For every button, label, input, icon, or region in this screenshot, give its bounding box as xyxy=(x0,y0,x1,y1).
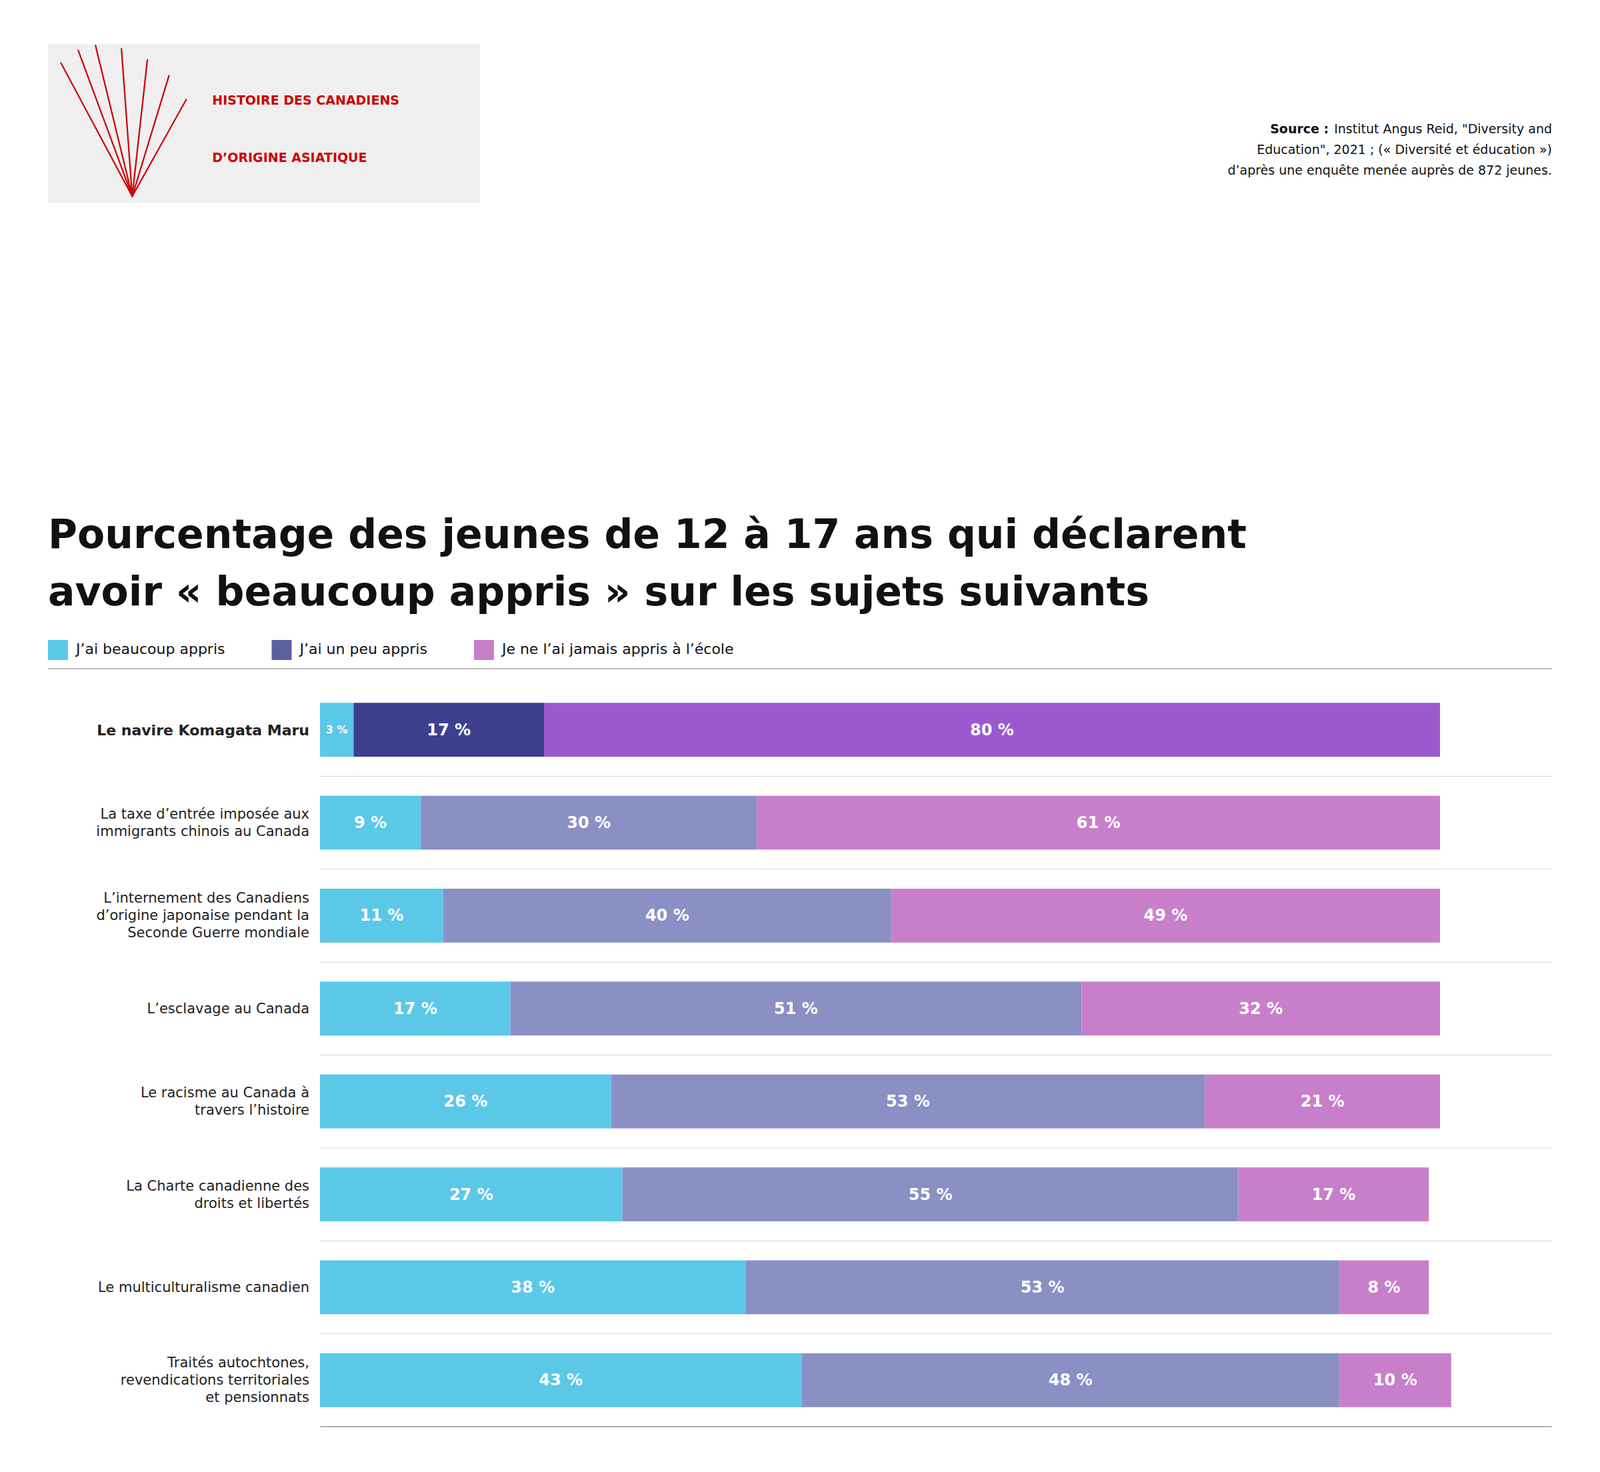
bars xyxy=(320,702,1452,1407)
chart: HISTOIRE DES CANADIENS D’ORIGINE ASIATIQU… xyxy=(0,0,1600,1472)
data-label: 61 % xyxy=(1076,813,1121,832)
header-separator xyxy=(48,668,1552,670)
source-text: Institut Angus Reid, "Diversity and xyxy=(1334,121,1552,136)
bar-segment xyxy=(320,1260,746,1315)
row-separator xyxy=(320,962,1552,963)
data-labels: 3 % 9 % 11 % 17 % 26 % 27 % 38 % 43 % 17 % 30 % 40… xyxy=(326,720,1418,1390)
data-label: 27 % xyxy=(449,1185,494,1204)
bar-segment xyxy=(622,1167,1239,1222)
legend-label: Je ne l’ai jamais appris à l’école xyxy=(500,640,734,658)
y-tick-label: Traités autochtones,revendications terri… xyxy=(120,1354,310,1406)
row-separator xyxy=(320,868,1552,870)
y-tick-label: La taxe d’entrée imposée auximmigrants c… xyxy=(96,806,310,840)
row-separator xyxy=(320,1147,1552,1148)
bar-segment xyxy=(891,888,1440,943)
data-label: 17 % xyxy=(426,720,471,740)
bar-segment xyxy=(1339,1353,1452,1408)
source-label: Source : xyxy=(1270,121,1329,136)
logo-stroke xyxy=(78,50,132,197)
row-separator xyxy=(320,776,1552,777)
bar-segment xyxy=(353,702,544,757)
bar-segment xyxy=(801,1353,1339,1408)
y-tick-label: La Charte canadienne desdroits et libert… xyxy=(126,1178,310,1212)
legend-swatch xyxy=(271,640,292,660)
data-label: 21 % xyxy=(1300,1092,1345,1111)
y-tick-label: Le racisme au Canada àtravers l’histoire xyxy=(140,1084,310,1118)
legend-label: J’ai un peu appris xyxy=(298,640,427,658)
y-tick-label: Le multiculturalisme canadien xyxy=(98,1279,310,1296)
data-label: 49 % xyxy=(1143,906,1188,925)
logo-stroke xyxy=(60,63,132,197)
logo-stroke xyxy=(132,99,186,196)
logo-box xyxy=(48,44,480,203)
bar-segment xyxy=(510,981,1082,1036)
data-label: 9 % xyxy=(354,813,387,832)
data-label: 55 % xyxy=(908,1185,953,1204)
x-axis-line xyxy=(320,1426,1552,1428)
bar-segment xyxy=(320,1167,623,1222)
data-label: 3 % xyxy=(326,723,348,736)
data-label: 30 % xyxy=(566,813,611,832)
data-label: 53 % xyxy=(886,1092,930,1111)
data-label: 38 % xyxy=(510,1278,555,1297)
bar-segment xyxy=(320,888,444,943)
bar-segment xyxy=(320,1074,612,1129)
bar-segment xyxy=(320,796,421,850)
logo-stroke xyxy=(132,60,148,197)
bar-segment xyxy=(1339,1260,1429,1315)
bar-segment xyxy=(320,981,511,1036)
bar-segment xyxy=(443,888,892,943)
bar-segment xyxy=(420,796,757,850)
data-label: 32 % xyxy=(1238,999,1283,1018)
row-separator xyxy=(320,1333,1552,1334)
logo-stroke xyxy=(121,48,132,196)
bar-segment xyxy=(611,1074,1205,1129)
data-label: 10 % xyxy=(1373,1370,1418,1390)
bar-segment xyxy=(756,796,1440,850)
bar-segment xyxy=(320,702,354,757)
bar-segment xyxy=(320,1353,802,1408)
y-tick-label: L’internement des Canadiensd’origine jap… xyxy=(96,890,310,941)
y-tick-label: L’esclavage au Canada xyxy=(147,1000,310,1017)
logo-text: D’ORIGINE ASIATIQUE xyxy=(212,150,367,165)
bar-segment xyxy=(544,702,1440,757)
data-label: 11 % xyxy=(359,906,404,925)
legend-swatch xyxy=(474,640,494,660)
data-label: 51 % xyxy=(774,999,818,1018)
data-label: 80 % xyxy=(970,720,1014,740)
title: Pourcentage des jeunes de 12 à 17 ans qu… xyxy=(48,510,1247,615)
data-label: 40 % xyxy=(645,906,690,925)
row-separator xyxy=(320,1054,1552,1056)
data-label: 17 % xyxy=(393,999,438,1018)
data-label: 53 % xyxy=(1020,1278,1065,1297)
bar-segment xyxy=(1238,1167,1430,1222)
legend-label: J’ai beaucoup appris xyxy=(74,640,225,658)
bar-segment xyxy=(1204,1074,1440,1129)
background xyxy=(0,0,1600,1472)
data-label: 43 % xyxy=(538,1370,583,1390)
logo-stroke xyxy=(95,45,132,196)
logo-stroke xyxy=(132,76,169,197)
y-tick-label: Le navire Komagata Maru xyxy=(96,721,310,738)
bar-segment xyxy=(1081,981,1440,1036)
data-label: 48 % xyxy=(1048,1370,1093,1390)
row-separator xyxy=(320,1240,1552,1242)
data-label: 8 % xyxy=(1367,1278,1400,1297)
legend-swatch xyxy=(48,640,68,660)
source-text: Education", 2021 ; (« Diversité et éduca… xyxy=(1256,142,1552,157)
data-label: 26 % xyxy=(443,1092,488,1111)
bar-segment xyxy=(745,1260,1339,1315)
logo-text: HISTOIRE DES CANADIENS xyxy=(212,92,400,108)
source-text: d’après une enquête menée auprès de 872 … xyxy=(1227,162,1552,178)
data-label: 17 % xyxy=(1311,1185,1356,1204)
